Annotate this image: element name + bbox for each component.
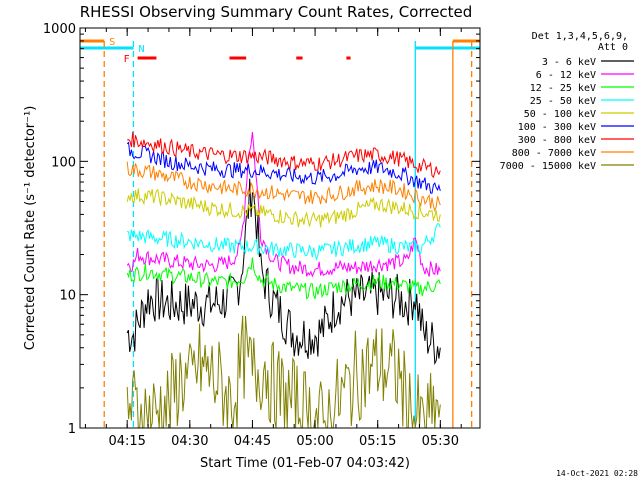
x-axis: 04:15 04:30 04:45 05:00 05:15 05:30 [84, 28, 462, 449]
legend-label: 3 - 6 keV [542, 57, 596, 68]
x-tick-label: 04:30 [171, 434, 208, 449]
x-tick-label: 05:15 [359, 434, 396, 449]
chart-title: RHESSI Observing Summary Count Rates, Co… [80, 3, 473, 21]
legend-label: 12 - 25 keV [530, 83, 596, 94]
x-tick-label: 05:00 [296, 434, 333, 449]
flag-bars: S NF [80, 37, 480, 65]
series-line [126, 315, 441, 429]
flag-label: N [138, 44, 144, 55]
series-line [126, 257, 441, 300]
legend-label: 25 - 50 keV [530, 96, 596, 107]
x-tick-label: 05:30 [422, 434, 459, 449]
y-tick-label: 1 [68, 422, 76, 437]
x-tick-label: 04:45 [234, 434, 271, 449]
series-line [126, 223, 441, 261]
legend-header: Att 0 [598, 42, 628, 53]
x-axis-label: Start Time (01-Feb-07 04:03:42) [200, 456, 410, 471]
flag-label: S [109, 37, 115, 48]
legend-label: 6 - 12 keV [536, 70, 596, 81]
legend: Det 1,3,4,5,6,9,Att 03 - 6 keV 6 - 12 keV… [500, 31, 634, 172]
series-line [126, 131, 441, 278]
legend-label: 7000 - 15000 keV [500, 161, 596, 172]
series-line [126, 188, 441, 228]
timestamp: 14-Oct-2021 02:28 [556, 469, 638, 478]
legend-label: 100 - 300 keV [518, 122, 596, 133]
legend-label: 50 - 100 keV [524, 109, 596, 120]
y-tick-label: 1000 [43, 22, 76, 37]
plot-frame [79, 27, 481, 429]
y-tick-label: 10 [59, 289, 76, 304]
series-line [126, 161, 441, 213]
y-axis-label: Corrected Count Rate (s⁻¹ detector⁻¹) [23, 106, 38, 351]
flag-label: F [124, 54, 130, 65]
legend-header: Det 1,3,4,5,6,9, [532, 31, 628, 42]
x-tick-label: 04:15 [108, 434, 145, 449]
series-line [127, 131, 441, 179]
series-lines [126, 131, 441, 429]
series-line [126, 141, 441, 194]
flag-lines [103, 41, 473, 428]
legend-label: 800 - 7000 keV [512, 148, 596, 159]
legend-label: 300 - 800 keV [518, 135, 596, 146]
series-line [126, 178, 441, 366]
y-axis: 1 10 100 1000 [43, 22, 480, 437]
y-tick-label: 100 [51, 155, 76, 170]
